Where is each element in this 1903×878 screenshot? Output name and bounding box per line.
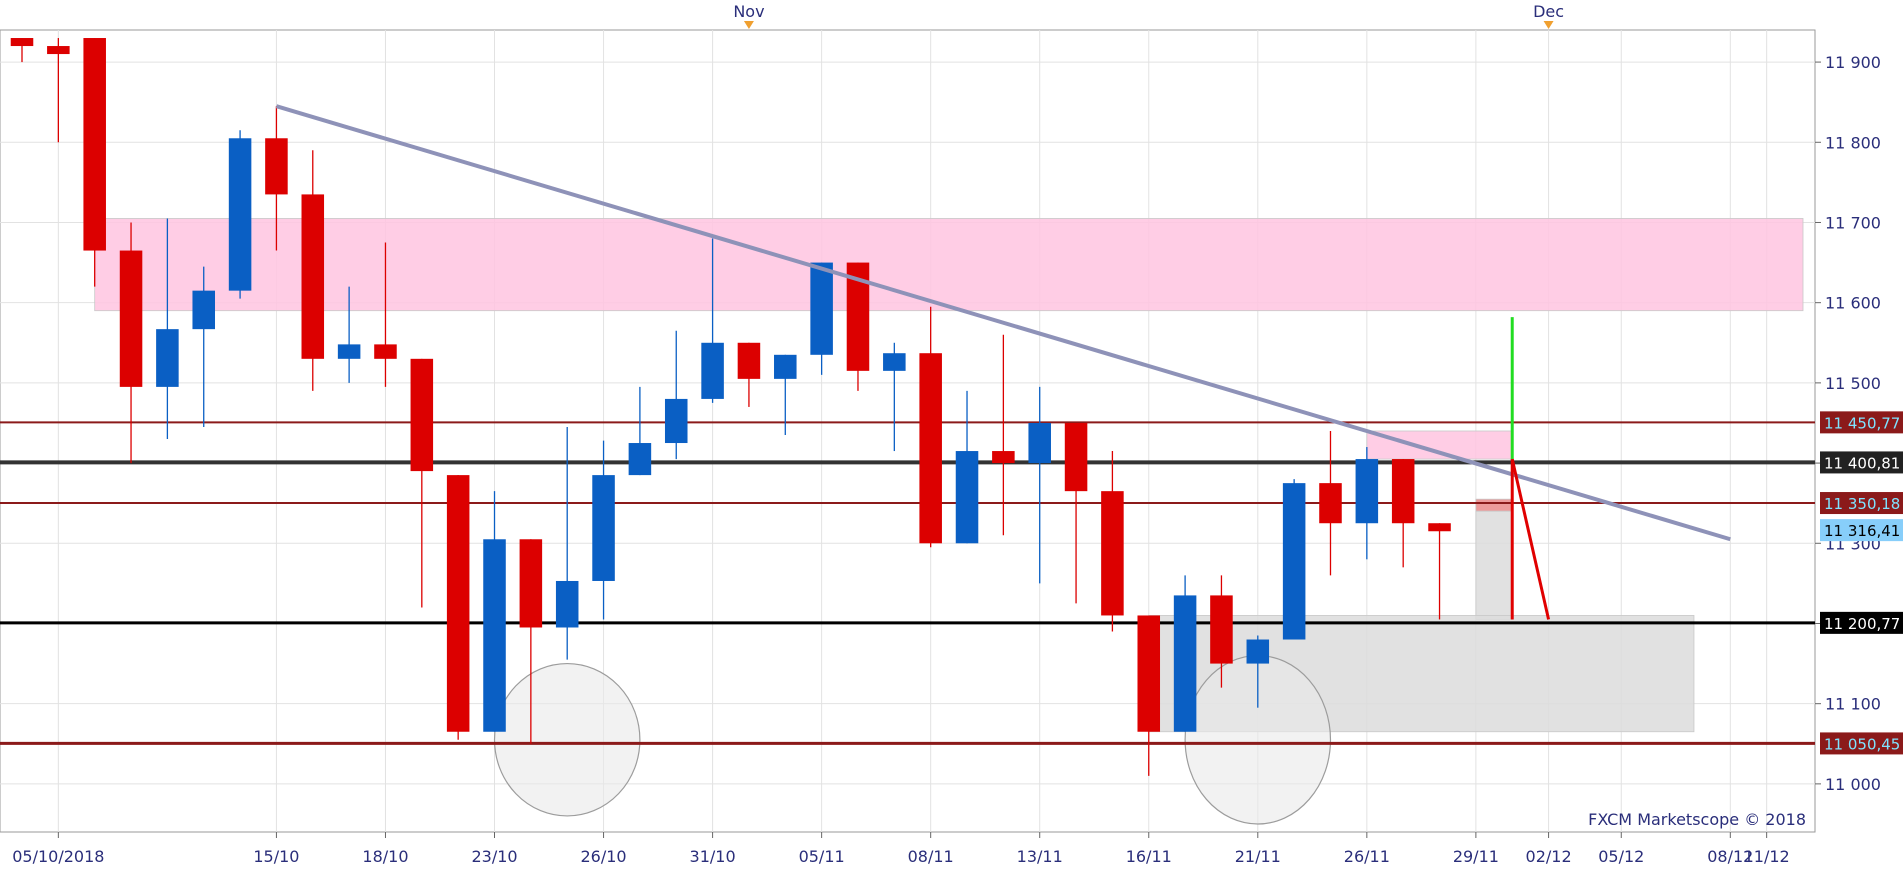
price-tag-box	[1820, 611, 1903, 634]
x-tick-label: 29/11	[1453, 847, 1499, 866]
y-tick-label: 11 800	[1825, 133, 1881, 152]
x-tick-label: 23/10	[471, 847, 517, 866]
trendline	[275, 104, 1731, 542]
candle-body	[701, 342, 724, 399]
projection-layer	[1510, 317, 1551, 620]
candle-body	[919, 353, 942, 544]
candle-body	[192, 290, 216, 330]
current-price-label: 11 316,41	[1824, 522, 1900, 540]
current-price-box	[1820, 519, 1903, 542]
y-tick-label: 11 500	[1825, 374, 1881, 393]
price-tag-box	[1820, 451, 1903, 474]
candle-body	[119, 250, 143, 387]
candle-body	[156, 329, 179, 387]
candle-body	[228, 138, 252, 291]
x-tick-label: 02/12	[1526, 847, 1572, 866]
watermark-text: FXCM Marketscope © 2018	[1588, 810, 1806, 829]
x-tick-label: 11/12	[1744, 847, 1790, 866]
price-tag-box	[1820, 411, 1903, 434]
price-tag-label: 11 200,77	[1824, 615, 1900, 633]
candle-body	[1282, 483, 1306, 640]
x-tick-label: 26/11	[1344, 847, 1390, 866]
candle-body	[992, 451, 1015, 464]
x-tick-label: 08/11	[908, 847, 954, 866]
month-marker-icon	[743, 21, 754, 29]
candle-body	[1428, 523, 1451, 532]
x-tick-label: 16/11	[1126, 847, 1172, 866]
candle-body	[1319, 483, 1342, 524]
candle-body	[883, 353, 906, 371]
x-tick-label: 21/11	[1235, 847, 1281, 866]
candle-body	[846, 262, 870, 371]
candle-body	[374, 344, 397, 359]
candle-body	[483, 539, 506, 732]
trendline-layer	[275, 104, 1731, 542]
projection-line	[1510, 458, 1551, 620]
candle-body	[1391, 459, 1415, 524]
price-tag-label: 11 450,77	[1824, 414, 1900, 432]
candle-body	[810, 262, 833, 355]
price-tag-box	[1820, 492, 1903, 515]
highlight-zone	[94, 218, 1804, 312]
candle-body	[83, 38, 106, 251]
candle-body	[737, 342, 761, 379]
candle-body	[628, 443, 652, 476]
candle-body	[592, 475, 615, 581]
y-tick-label: 11 100	[1825, 695, 1881, 714]
month-marker-icon	[1543, 21, 1554, 29]
x-tick-label: 05/11	[799, 847, 845, 866]
candle-body	[1355, 459, 1379, 524]
candle-body	[664, 398, 688, 444]
highlight-ellipse	[493, 662, 641, 817]
highlight-zone	[1366, 430, 1513, 460]
candle-body	[1101, 491, 1124, 616]
x-tick-label: 26/10	[580, 847, 626, 866]
candles-layer	[10, 38, 1451, 776]
y-tick-label: 11 600	[1825, 294, 1881, 313]
candle-body	[410, 358, 434, 472]
x-tick-label: 31/10	[690, 847, 736, 866]
highlight-zone	[1475, 510, 1513, 620]
candle-body	[555, 580, 579, 628]
y-tick-label: 11 700	[1825, 213, 1881, 232]
candle-body	[1210, 595, 1233, 664]
candle-body	[446, 475, 470, 732]
price-tag-label: 11 050,45	[1824, 735, 1900, 753]
highlight-zone	[1475, 498, 1513, 512]
candle-body	[337, 344, 361, 359]
y-tick-label: 11 900	[1825, 53, 1881, 72]
price-tag-label: 11 350,18	[1824, 495, 1900, 513]
y-tick-label: 11 000	[1825, 775, 1881, 794]
candle-body	[774, 354, 797, 379]
candle-body	[519, 539, 543, 628]
x-tick-label: 08/12	[1707, 847, 1753, 866]
x-tick-label: 05/10/2018	[12, 847, 104, 866]
x-tick-label: 15/10	[253, 847, 299, 866]
price-tag-box	[1820, 732, 1903, 755]
candle-body	[1173, 595, 1197, 732]
candle-body	[10, 38, 34, 47]
month-label: Dec	[1533, 2, 1564, 21]
candle-body	[955, 451, 979, 544]
x-tick-label: 18/10	[362, 847, 408, 866]
candle-body	[47, 46, 70, 55]
x-tick-label: 05/12	[1598, 847, 1644, 866]
candle-body	[1246, 639, 1270, 664]
candle-body	[301, 194, 325, 359]
candle-body	[1137, 615, 1161, 732]
x-tick-label: 13/11	[1017, 847, 1063, 866]
candle-body	[1064, 422, 1088, 492]
month-label: Nov	[733, 2, 764, 21]
price-tags-layer: 11 450,77 11 400,81 11 350,18 11 200,77 11 0…	[1820, 411, 1903, 755]
price-tag-label: 11 400,81	[1824, 454, 1900, 472]
candle-body	[265, 138, 288, 195]
candle-body	[1028, 422, 1051, 464]
